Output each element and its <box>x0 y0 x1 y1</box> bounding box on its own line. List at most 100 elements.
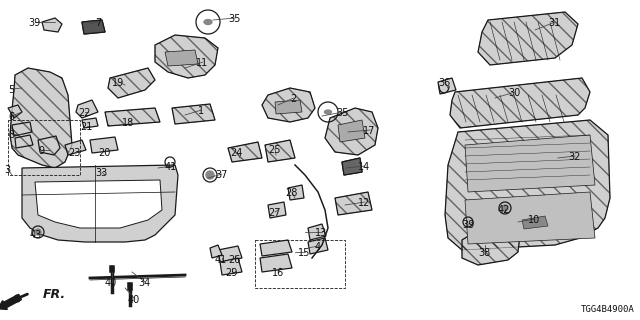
Text: 36: 36 <box>438 78 451 88</box>
Text: 22: 22 <box>78 108 90 118</box>
Polygon shape <box>155 35 218 78</box>
Circle shape <box>206 171 214 179</box>
Polygon shape <box>342 158 362 175</box>
Circle shape <box>502 205 508 211</box>
Polygon shape <box>108 68 155 98</box>
Polygon shape <box>262 88 315 122</box>
Polygon shape <box>465 192 595 244</box>
Circle shape <box>35 229 41 235</box>
Polygon shape <box>8 105 22 118</box>
Text: 8: 8 <box>8 130 14 140</box>
Text: 30: 30 <box>508 88 520 98</box>
Polygon shape <box>76 100 98 118</box>
Polygon shape <box>265 140 295 162</box>
Text: 35: 35 <box>336 108 348 118</box>
Polygon shape <box>35 180 162 228</box>
Polygon shape <box>38 136 60 155</box>
Polygon shape <box>82 20 105 34</box>
FancyArrow shape <box>0 294 21 309</box>
Text: 41: 41 <box>165 162 177 172</box>
Text: 39: 39 <box>462 220 474 230</box>
Polygon shape <box>220 258 242 275</box>
Polygon shape <box>228 142 262 162</box>
Text: 11: 11 <box>196 58 208 68</box>
Text: 9: 9 <box>38 146 44 156</box>
Polygon shape <box>522 216 548 229</box>
Text: 28: 28 <box>285 188 298 198</box>
Text: 23: 23 <box>68 148 81 158</box>
Polygon shape <box>325 108 378 155</box>
Text: 42: 42 <box>498 205 510 215</box>
Text: 5: 5 <box>8 85 14 95</box>
Ellipse shape <box>324 110 332 114</box>
Polygon shape <box>10 68 72 168</box>
Polygon shape <box>462 225 520 265</box>
Text: FR.: FR. <box>43 289 66 301</box>
Text: 40: 40 <box>105 278 117 288</box>
Text: 12: 12 <box>358 198 371 208</box>
Text: 26: 26 <box>228 255 241 265</box>
Polygon shape <box>478 12 578 65</box>
Text: 13: 13 <box>315 228 327 238</box>
Text: 2: 2 <box>290 94 296 104</box>
Text: 18: 18 <box>122 118 134 128</box>
Text: 6: 6 <box>8 112 14 122</box>
Polygon shape <box>15 135 33 148</box>
Text: 29: 29 <box>225 268 237 278</box>
Polygon shape <box>338 120 365 142</box>
Polygon shape <box>82 118 98 128</box>
Text: 17: 17 <box>363 126 376 136</box>
Polygon shape <box>82 20 105 34</box>
Text: 32: 32 <box>568 152 580 162</box>
Polygon shape <box>268 202 286 218</box>
Polygon shape <box>172 104 215 124</box>
Text: 43: 43 <box>30 230 42 240</box>
Text: 10: 10 <box>528 215 540 225</box>
Text: 14: 14 <box>358 162 371 172</box>
Polygon shape <box>65 140 86 155</box>
Text: 4: 4 <box>315 242 321 252</box>
Text: 37: 37 <box>215 170 227 180</box>
Polygon shape <box>105 108 160 126</box>
Text: 15: 15 <box>298 248 310 258</box>
Text: 3: 3 <box>4 165 10 175</box>
Polygon shape <box>445 120 610 250</box>
Polygon shape <box>308 238 328 254</box>
Text: 27: 27 <box>268 208 280 218</box>
Text: 1: 1 <box>198 106 204 116</box>
Text: 7: 7 <box>95 18 101 28</box>
Text: 41: 41 <box>215 255 227 265</box>
Polygon shape <box>22 165 178 242</box>
Text: 31: 31 <box>548 18 560 28</box>
Polygon shape <box>450 78 590 128</box>
Text: 34: 34 <box>138 278 150 288</box>
Text: 19: 19 <box>112 78 124 88</box>
Polygon shape <box>165 50 198 66</box>
Ellipse shape <box>204 20 212 25</box>
Polygon shape <box>210 245 222 258</box>
Polygon shape <box>12 122 32 136</box>
Polygon shape <box>260 240 292 256</box>
Polygon shape <box>90 137 118 153</box>
Text: 38: 38 <box>478 248 490 258</box>
Text: 25: 25 <box>268 145 280 155</box>
Text: 20: 20 <box>98 148 110 158</box>
Polygon shape <box>260 254 292 272</box>
Text: 35: 35 <box>228 14 241 24</box>
Polygon shape <box>308 224 326 240</box>
Polygon shape <box>42 18 62 32</box>
Text: 24: 24 <box>230 148 243 158</box>
Polygon shape <box>518 212 552 232</box>
Polygon shape <box>342 158 362 175</box>
Text: 21: 21 <box>80 122 92 132</box>
Text: TGG4B4900A: TGG4B4900A <box>581 305 635 314</box>
Text: 39: 39 <box>28 18 40 28</box>
Text: 16: 16 <box>272 268 284 278</box>
Polygon shape <box>465 135 595 192</box>
Polygon shape <box>438 78 456 94</box>
Polygon shape <box>288 185 304 200</box>
Text: 40: 40 <box>128 295 140 305</box>
Polygon shape <box>275 100 302 114</box>
Text: 33: 33 <box>95 168 108 178</box>
Polygon shape <box>335 192 372 215</box>
